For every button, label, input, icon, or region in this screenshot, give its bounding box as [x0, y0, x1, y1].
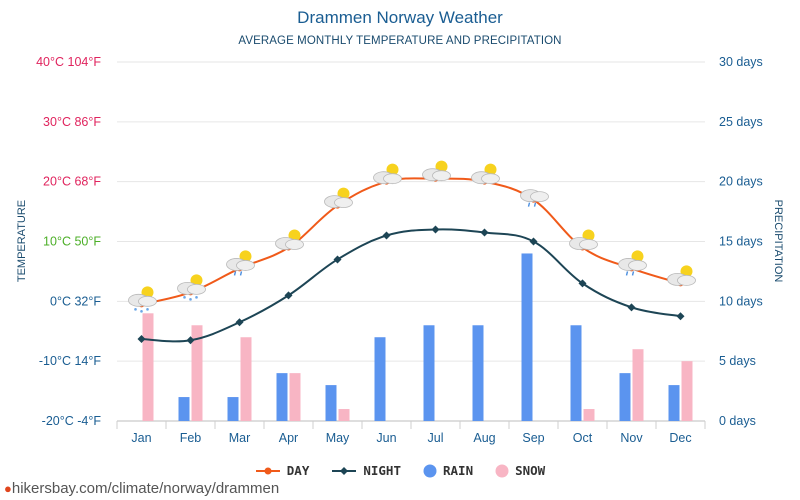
- legend-label: NIGHT: [363, 463, 401, 478]
- night-point: [677, 312, 685, 320]
- weather-snow-icon: [129, 286, 157, 312]
- weather-partly-cloudy-icon: [570, 229, 598, 249]
- snow-bar: [682, 361, 693, 421]
- rain-bar: [571, 325, 582, 421]
- night-point: [236, 318, 244, 326]
- x-tick-label: Aug: [473, 431, 495, 445]
- right-tick-label: 30 days: [719, 55, 763, 69]
- x-tick-label: Sep: [522, 431, 544, 445]
- weather-partly-cloudy-icon: [668, 265, 696, 285]
- weather-snow-icon: [178, 274, 206, 300]
- source-link[interactable]: ●hikersbay.com/climate/norway/drammen: [4, 480, 279, 497]
- legend-item-snow[interactable]: SNOW: [495, 463, 545, 478]
- x-tick-label: Jul: [428, 431, 444, 445]
- right-tick-label: 10 days: [719, 294, 763, 308]
- legend-label: RAIN: [443, 463, 473, 478]
- rain-bar: [424, 325, 435, 421]
- legend-marker-rain: [423, 464, 437, 478]
- legend-item-day[interactable]: DAY: [255, 463, 310, 478]
- weather-partly-cloudy-icon: [423, 161, 451, 181]
- right-tick-label: 5 days: [719, 354, 756, 368]
- snow-bar: [290, 373, 301, 421]
- weather-partly-cloudy-icon: [374, 164, 402, 184]
- legend-marker-day: [255, 464, 281, 478]
- right-tick-label: 0 days: [719, 414, 756, 428]
- x-tick-label: Mar: [229, 431, 251, 445]
- right-tick-label: 25 days: [719, 115, 763, 129]
- rain-bar: [522, 253, 533, 421]
- left-tick-label: -20°C -4°F: [42, 414, 102, 428]
- legend-marker-night: [331, 464, 357, 478]
- legend-label: SNOW: [515, 463, 545, 478]
- y-right-axis-title: PRECIPITATION: [772, 200, 784, 283]
- left-tick-label: 30°C 86°F: [43, 115, 101, 129]
- night-point: [481, 229, 489, 237]
- left-tick-label: 40°C 104°F: [36, 55, 101, 69]
- rain-bar: [669, 385, 680, 421]
- snow-bar: [633, 349, 644, 421]
- left-tick-label: 0°C 32°F: [50, 294, 101, 308]
- x-tick-label: Apr: [279, 431, 298, 445]
- rain-bar: [277, 373, 288, 421]
- source-url: hikersbay.com/climate/norway/drammen: [12, 480, 279, 497]
- left-tick-label: -10°C 14°F: [39, 354, 101, 368]
- rain-bar: [375, 337, 386, 421]
- legend: DAY NIGHT RAIN SNOW: [0, 463, 800, 478]
- legend-marker-snow: [495, 464, 509, 478]
- snow-bar: [339, 409, 350, 421]
- x-tick-label: Oct: [573, 431, 593, 445]
- night-line: [142, 229, 681, 341]
- legend-label: DAY: [287, 463, 310, 478]
- snow-bar: [241, 337, 252, 421]
- rain-bar: [228, 397, 239, 421]
- snow-bar: [143, 313, 154, 421]
- weather-chart: 40°C 104°F 30°C 86°F 20°C 68°F 10°C 50°F 0°C…: [0, 0, 800, 500]
- x-tick-label: Jan: [131, 431, 151, 445]
- rain-bar: [326, 385, 337, 421]
- y-left-axis-title: TEMPERATURE: [16, 200, 28, 282]
- night-point: [628, 303, 636, 311]
- right-tick-label: 15 days: [719, 235, 763, 249]
- x-tick-label: Nov: [620, 431, 643, 445]
- right-tick-label: 20 days: [719, 175, 763, 189]
- left-tick-label: 20°C 68°F: [43, 175, 101, 189]
- legend-item-night[interactable]: NIGHT: [331, 463, 401, 478]
- x-tick-label: May: [326, 431, 350, 445]
- weather-rain-icon: [521, 190, 549, 207]
- x-tick-label: Jun: [376, 431, 396, 445]
- left-tick-label: 10°C 50°F: [43, 235, 101, 249]
- legend-item-rain[interactable]: RAIN: [423, 463, 473, 478]
- night-point: [530, 238, 538, 246]
- x-tick-label: Dec: [669, 431, 691, 445]
- x-tick-label: Feb: [180, 431, 202, 445]
- night-point: [383, 232, 391, 240]
- location-pin-icon: ●: [4, 481, 12, 496]
- weather-partly-cloudy-icon: [472, 164, 500, 184]
- rain-bar: [620, 373, 631, 421]
- night-point: [432, 226, 440, 234]
- snow-bar: [584, 409, 595, 421]
- rain-bar: [179, 397, 190, 421]
- rain-bar: [473, 325, 484, 421]
